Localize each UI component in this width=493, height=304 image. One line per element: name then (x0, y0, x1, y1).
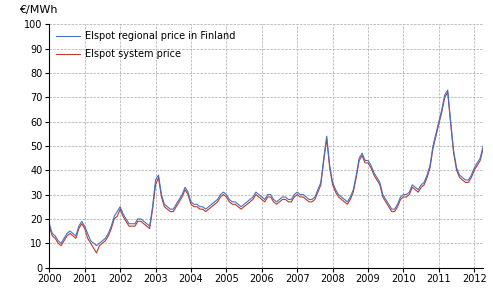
Text: €/MWh: €/MWh (19, 5, 57, 15)
Elspot system price (188, 202, 194, 206)
Elspot regional price in Finland (94, 244, 100, 247)
Elspot regional price in Finland (188, 200, 194, 204)
Elspot system price (46, 224, 52, 228)
Line: Elspot system price: Elspot system price (49, 73, 493, 253)
Line: Elspot regional price in Finland: Elspot regional price in Finland (49, 41, 493, 246)
Elspot regional price in Finland (306, 198, 312, 201)
Elspot system price (94, 251, 100, 255)
Legend: Elspot regional price in Finland, Elspot system price: Elspot regional price in Finland, Elspot… (54, 29, 238, 61)
Elspot regional price in Finland (46, 222, 52, 226)
Elspot system price (306, 200, 312, 204)
